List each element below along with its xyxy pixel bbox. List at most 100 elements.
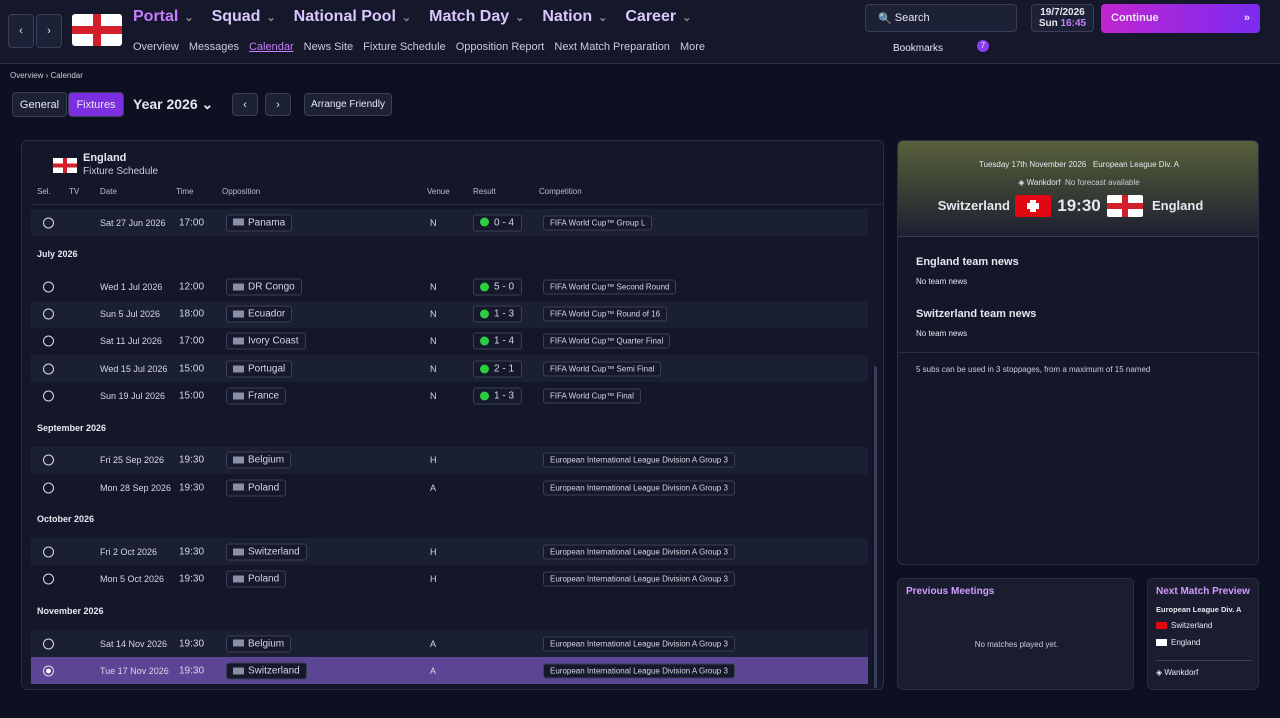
team-name: Switzerland	[248, 546, 300, 558]
time: 17:00	[179, 335, 205, 347]
subnav-item[interactable]: Fixture Schedule	[363, 41, 446, 53]
competition[interactable]: European International League Division A…	[543, 544, 735, 560]
venue: H	[430, 455, 437, 466]
forward-button[interactable]: ›	[36, 14, 62, 48]
radio[interactable]	[43, 217, 54, 228]
fixture-row[interactable]: Sat 27 Jun 2026 17:00 Panama N 0 - 4 FIFA Wor…	[31, 209, 868, 236]
search-box[interactable]: 🔍 Search	[865, 4, 1017, 32]
bookmarks[interactable]: Bookmarks	[893, 43, 944, 54]
continue-button[interactable]: Continue»	[1101, 4, 1260, 33]
opposition[interactable]: Ecuador	[226, 305, 293, 323]
subnav-item[interactable]: Next Match Preparation	[554, 41, 670, 53]
competition[interactable]: FIFA World Cup™ Final	[543, 388, 641, 404]
top-bar: ‹ › Portal Squad National Pool Match Day Nat…	[0, 0, 1280, 64]
radio[interactable]	[43, 482, 54, 494]
england-flag	[1107, 195, 1143, 217]
date-box[interactable]: 19/7/2026 Sun 16:45	[1031, 4, 1094, 32]
subnav-item[interactable]: Calendar	[248, 41, 294, 53]
result-dot	[480, 336, 489, 346]
tab[interactable]: General	[12, 92, 67, 117]
radio[interactable]	[43, 665, 54, 677]
team-name: France	[248, 390, 280, 402]
time: 17:00	[179, 217, 205, 228]
competition[interactable]: European International League Division A…	[543, 636, 735, 651]
fixture-row[interactable]: Fri 2 Oct 2026 19:30 Switzerland H European …	[31, 538, 868, 566]
subnav-item[interactable]: Messages	[188, 41, 239, 53]
date: Sun 5 Jul 2026	[100, 309, 161, 320]
radio[interactable]	[43, 638, 54, 649]
nav-item[interactable]: Career	[625, 8, 691, 26]
fixture-row[interactable]: Wed 1 Jul 2026 12:00 DR Congo N 5 - 0 FIFA Wo…	[31, 273, 868, 300]
crumb[interactable]: Overview	[10, 71, 44, 80]
competition[interactable]: European International League Division A…	[543, 480, 735, 496]
year-select[interactable]: Year 2026 ⌄	[133, 96, 214, 112]
back-button[interactable]: ‹	[8, 14, 34, 48]
competition[interactable]: European International League Division A…	[543, 571, 735, 587]
subnav-item[interactable]: More	[679, 41, 705, 53]
radio[interactable]	[43, 573, 54, 585]
nav-item[interactable]: Portal	[133, 8, 194, 26]
opposition[interactable]: Panama	[226, 214, 293, 231]
radio[interactable]	[43, 454, 54, 466]
opposition[interactable]: Ivory Coast	[226, 332, 306, 350]
fixture-row[interactable]: Sat 14 Nov 2026 19:30 Belgium A European Int…	[31, 630, 868, 657]
prev-year[interactable]: ‹	[232, 93, 258, 116]
fixture-row[interactable]: Mon 28 Sep 2026 19:30 Poland A European Inte…	[31, 474, 868, 501]
tab[interactable]: Fixtures	[68, 92, 124, 117]
competition[interactable]: FIFA World Cup™ Second Round	[543, 279, 677, 295]
opposition[interactable]: Belgium	[226, 635, 292, 652]
competition[interactable]: FIFA World Cup™ Quarter Final	[543, 333, 671, 349]
competition[interactable]: FIFA World Cup™ Group L	[543, 215, 653, 230]
radio[interactable]	[43, 335, 54, 347]
flag	[233, 483, 244, 491]
nav-item[interactable]: Match Day	[429, 8, 524, 26]
subnav-item[interactable]: Overview	[133, 41, 179, 53]
opposition[interactable]: DR Congo	[226, 278, 302, 296]
opposition[interactable]: Poland	[226, 479, 287, 497]
competition[interactable]: European International League Division A…	[543, 452, 735, 468]
match-header	[898, 141, 1258, 237]
arrange-button[interactable]: Arrange Friendly	[304, 93, 392, 116]
breadcrumb: Overview › Calendar	[10, 71, 83, 80]
venue: N	[430, 217, 437, 228]
opposition[interactable]: Belgium	[226, 451, 292, 469]
venue-line: ◈ Wankdorf No forecast available	[1018, 178, 1140, 187]
result-dot	[480, 391, 489, 401]
opposition[interactable]: France	[226, 387, 287, 405]
result: 2 - 1	[473, 360, 522, 378]
nav-item[interactable]: Nation	[542, 8, 607, 26]
scrollbar[interactable]	[874, 366, 877, 688]
subnav-item[interactable]: Opposition Report	[455, 41, 545, 53]
competition[interactable]: FIFA World Cup™ Semi Final	[543, 361, 662, 377]
radio[interactable]	[43, 546, 54, 558]
radio[interactable]	[43, 281, 54, 293]
fixture-row[interactable]: Wed 15 Jul 2026 15:00 Portugal N 2 - 1 FIFA W…	[31, 355, 868, 383]
subnav-item[interactable]: News Site	[303, 41, 354, 53]
venue: A	[430, 482, 437, 493]
fixture-row[interactable]: Mon 5 Oct 2026 19:30 Poland H European Inter…	[31, 566, 868, 593]
away-team: England	[1152, 198, 1204, 213]
nav-item[interactable]: National Pool	[294, 8, 411, 26]
next-year[interactable]: ›	[265, 93, 291, 116]
date: Mon 28 Sep 2026	[100, 482, 172, 493]
opposition[interactable]: Switzerland	[226, 662, 307, 680]
fixture-row[interactable]: Sat 11 Jul 2026 17:00 Ivory Coast N 1 - 4 FIF…	[31, 328, 868, 355]
radio[interactable]	[43, 363, 54, 375]
fixture-row[interactable]: Fri 25 Sep 2026 19:30 Belgium H European Int…	[31, 446, 868, 474]
opposition[interactable]: Poland	[226, 570, 287, 588]
fixture-row[interactable]: Sun 19 Jul 2026 15:00 France N 1 - 3 FIFA Wor…	[31, 383, 868, 410]
opposition[interactable]: Portugal	[226, 360, 293, 378]
fixture-row[interactable]: Sun 5 Jul 2026 18:00 Ecuador N 1 - 3 FIFA Wor…	[31, 300, 868, 328]
fixture-row[interactable]: Tue 17 Nov 2026 19:30 Switzerland A European…	[31, 657, 868, 685]
news-title: Switzerland team news	[916, 308, 1037, 320]
nav-item[interactable]: Squad	[212, 8, 276, 26]
opposition[interactable]: Switzerland	[226, 543, 307, 561]
news-title: England team news	[916, 256, 1019, 268]
radio[interactable]	[43, 308, 54, 320]
radio[interactable]	[43, 390, 54, 402]
flag	[233, 575, 244, 583]
competition[interactable]: FIFA World Cup™ Round of 16	[543, 306, 668, 322]
crumb[interactable]: Calendar	[50, 71, 83, 80]
competition[interactable]: European International League Division A…	[543, 663, 735, 679]
